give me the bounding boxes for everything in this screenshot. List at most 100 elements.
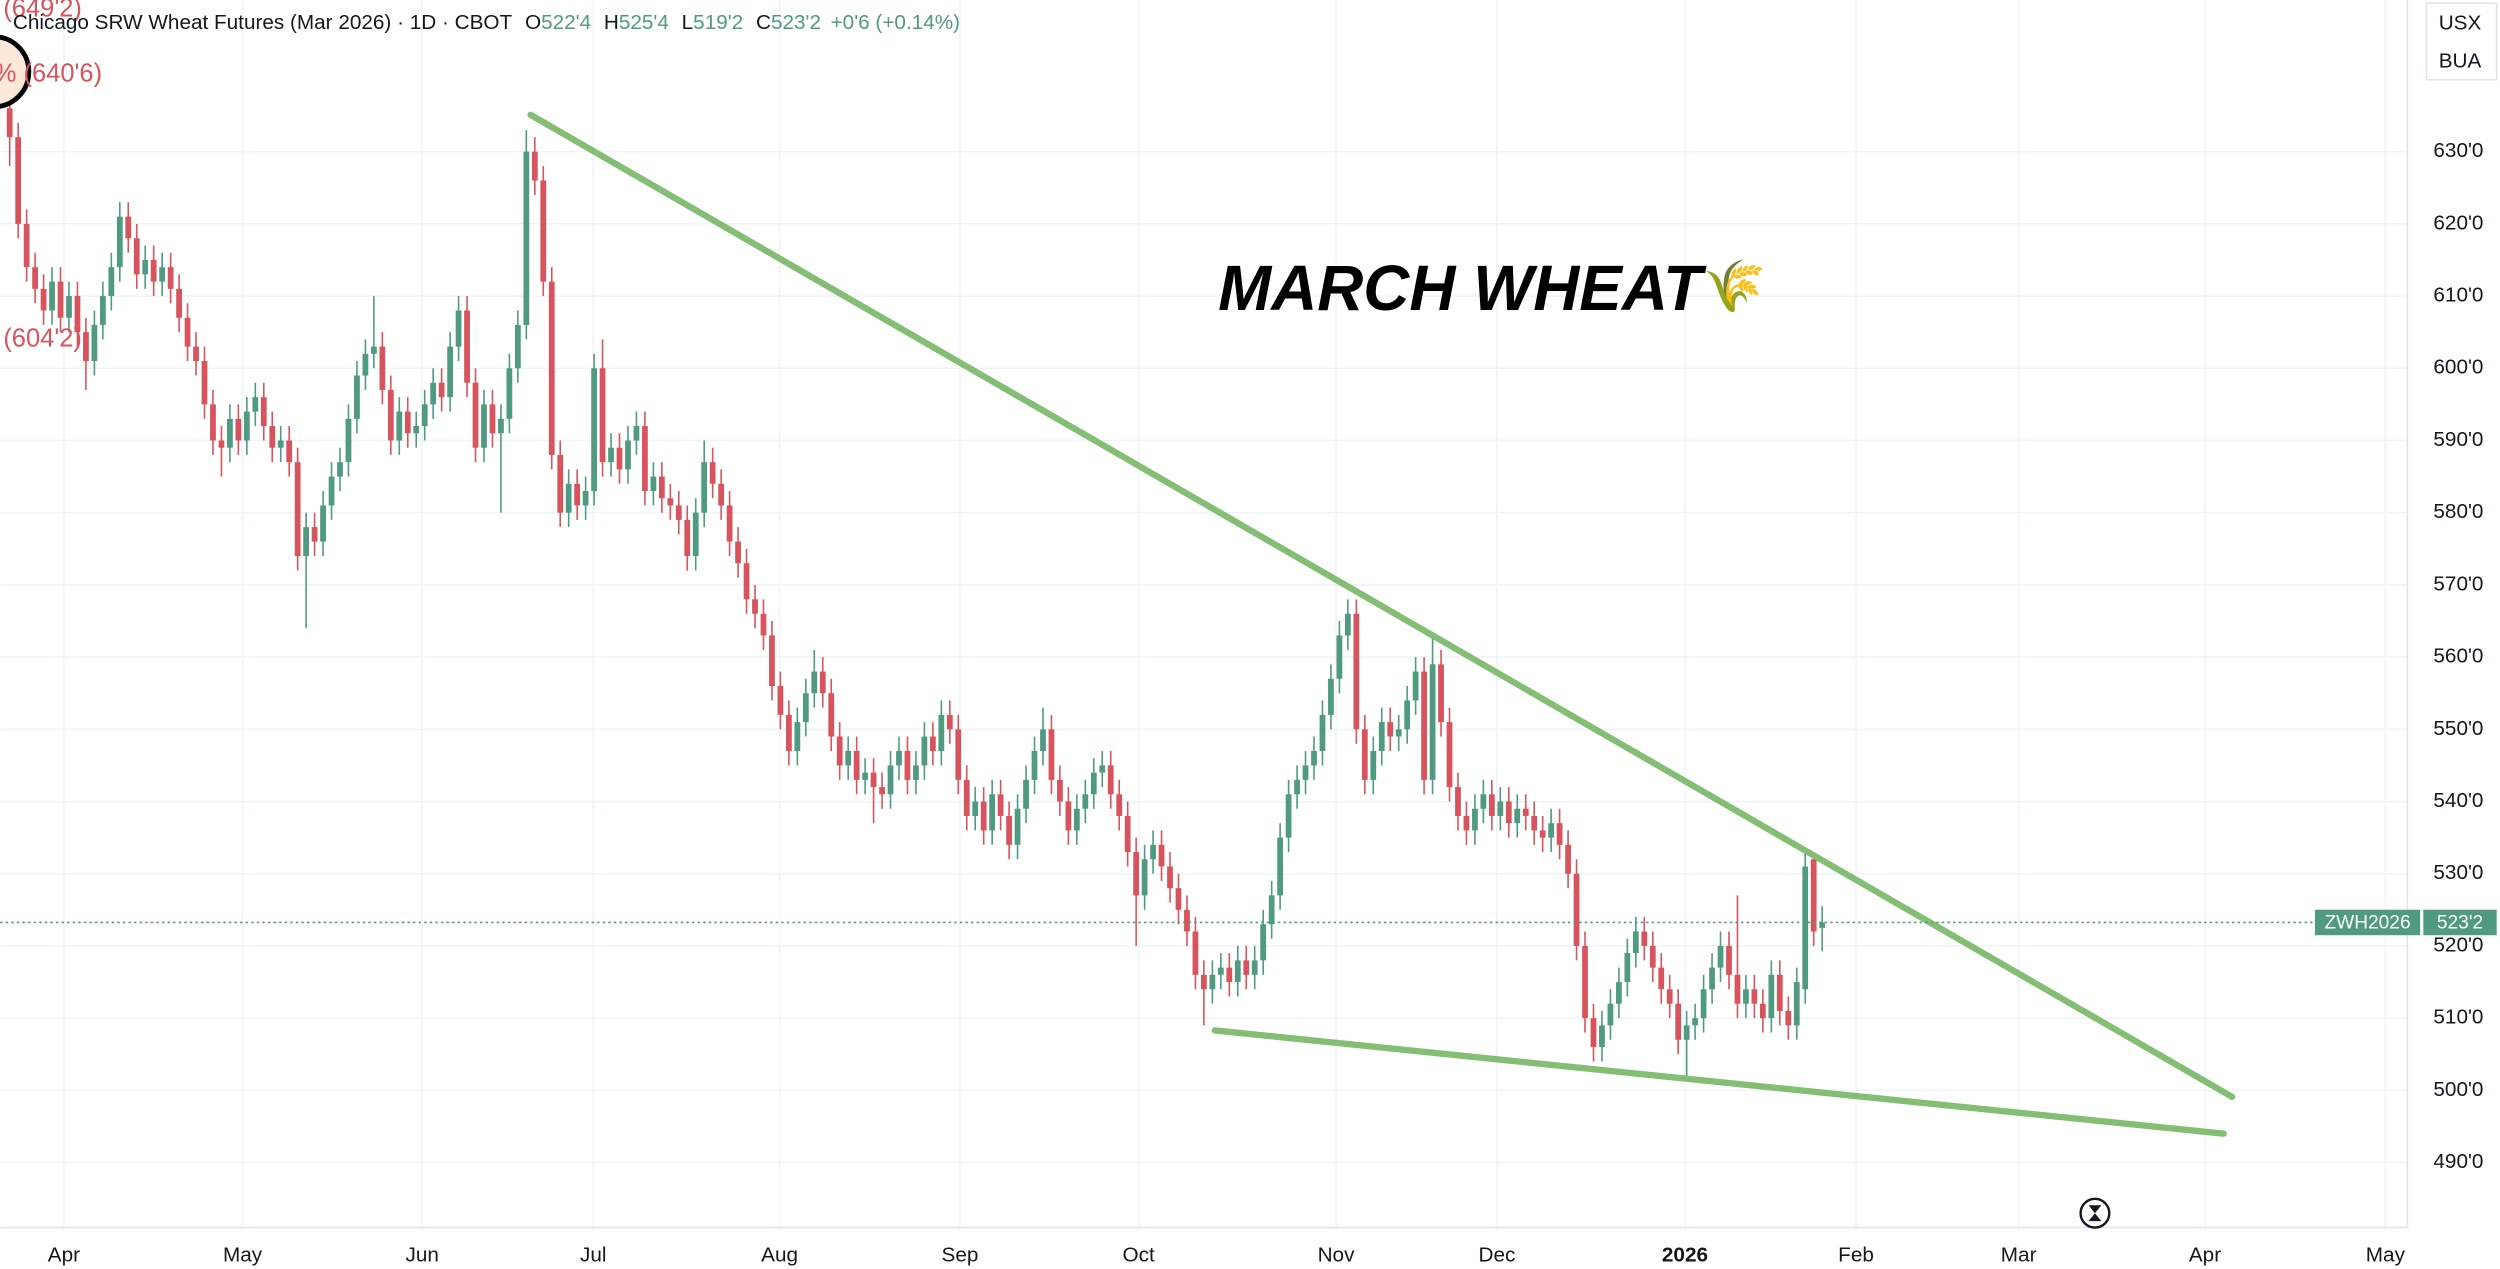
y-tick-label: 600'0 xyxy=(2433,356,2483,379)
x-tick-label: 2026 xyxy=(1662,1244,1708,1267)
candle-body xyxy=(574,483,581,506)
candle-body xyxy=(879,787,885,795)
y-tick-label: 490'0 xyxy=(2433,1150,2483,1173)
candle-body xyxy=(1717,945,1724,968)
candle-body xyxy=(658,476,665,499)
candle-body xyxy=(980,801,987,831)
y-tick-label: 570'0 xyxy=(2433,572,2483,595)
candle-body xyxy=(1353,613,1360,730)
left-label: (649'2) xyxy=(3,0,82,22)
candle-body xyxy=(1023,779,1029,809)
candle-body xyxy=(1548,823,1555,838)
candle-body xyxy=(1395,729,1402,737)
candle-body xyxy=(540,180,547,282)
header-value: 522'4 xyxy=(541,11,591,34)
candle-body xyxy=(1048,729,1055,780)
candle-body xyxy=(650,476,657,492)
candle-body xyxy=(1336,635,1343,679)
candle-body xyxy=(514,324,521,369)
candle-body xyxy=(99,296,106,325)
candle-body xyxy=(870,772,877,788)
candle-body xyxy=(311,527,318,542)
header-change: +0'6 (+0.14%) xyxy=(831,11,961,34)
candle-body xyxy=(1361,729,1368,780)
candle-body xyxy=(193,346,199,362)
candle-body xyxy=(1302,765,1309,780)
x-tick-label: Mar xyxy=(2001,1244,2037,1267)
candle-body xyxy=(1404,700,1411,730)
candle-body xyxy=(1556,823,1563,845)
candle-body xyxy=(1539,830,1546,838)
header-title: Chicago SRW Wheat Futures (Mar 2026) · 1… xyxy=(13,11,513,34)
candle-body xyxy=(955,729,962,780)
candle-body xyxy=(989,794,996,831)
candle-body xyxy=(243,411,250,441)
x-tick-label: Dec xyxy=(1479,1244,1516,1267)
candle-body xyxy=(1497,801,1504,816)
candle-body xyxy=(201,361,208,405)
candle-body xyxy=(176,288,182,318)
candle-body xyxy=(1607,1003,1614,1026)
candle-body xyxy=(1819,922,1826,928)
candle-body xyxy=(1666,989,1673,1004)
candle-body xyxy=(1632,931,1639,954)
symbol-tag xyxy=(2314,909,2421,936)
candle-body xyxy=(997,794,1004,816)
candle-body xyxy=(1802,866,1809,990)
annotation-title: MARCH WHEAT xyxy=(1218,252,1707,324)
candle-body xyxy=(743,563,750,600)
candle-body xyxy=(1810,859,1817,932)
candle-body xyxy=(811,671,818,694)
y-tick-label: 550'0 xyxy=(2433,717,2483,740)
candle-body xyxy=(1311,750,1317,766)
candle-body xyxy=(582,491,589,506)
candle-body xyxy=(40,288,47,311)
candle-body xyxy=(6,108,13,138)
candle-body xyxy=(1217,967,1224,975)
candle-body xyxy=(862,772,868,780)
candle-body xyxy=(1116,794,1123,816)
candle-body xyxy=(1472,808,1478,831)
x-tick-label: Sep xyxy=(942,1244,979,1267)
candle-body xyxy=(1488,794,1495,816)
candle-body xyxy=(1683,1025,1690,1040)
candle-body xyxy=(896,750,902,766)
y-tick-label: 610'0 xyxy=(2433,284,2483,307)
candle-body xyxy=(472,382,479,448)
candle-body xyxy=(159,267,166,282)
candle-body xyxy=(116,216,123,268)
candle-body xyxy=(328,476,335,506)
candle-body xyxy=(303,527,310,557)
candle-body xyxy=(362,353,369,376)
candle-body xyxy=(1463,815,1470,831)
candle-body xyxy=(269,426,276,448)
candle-body xyxy=(684,519,691,557)
candle-body xyxy=(320,505,326,542)
y-tick-label: 540'0 xyxy=(2433,789,2483,812)
candle-body xyxy=(1446,722,1453,788)
candle-body xyxy=(819,671,826,694)
candle-body xyxy=(1616,982,1622,1004)
header-key: C xyxy=(756,11,771,34)
candle-body xyxy=(845,750,852,766)
y-tick-label: 590'0 xyxy=(2433,428,2483,451)
x-tick-label: Jun xyxy=(405,1244,438,1267)
candle-body xyxy=(1455,787,1461,816)
candle-body xyxy=(836,736,843,766)
candle-body xyxy=(633,426,640,441)
candle-body xyxy=(777,685,784,715)
candle-body xyxy=(1412,671,1419,701)
candle-body xyxy=(1734,974,1741,1004)
candle-body xyxy=(1751,989,1758,1004)
candle-body xyxy=(235,418,242,441)
candle-body xyxy=(396,411,403,441)
y-tick-label: 580'0 xyxy=(2433,500,2483,523)
candle-body xyxy=(1793,982,1800,1026)
header: Chicago SRW Wheat Futures (Mar 2026) · 1… xyxy=(13,11,960,34)
left-label: (604'2) xyxy=(3,324,82,352)
candle-body xyxy=(1209,974,1216,990)
candle-body xyxy=(1700,989,1707,1019)
y-tick-label: 620'0 xyxy=(2433,211,2483,234)
candle-body xyxy=(1141,859,1148,896)
